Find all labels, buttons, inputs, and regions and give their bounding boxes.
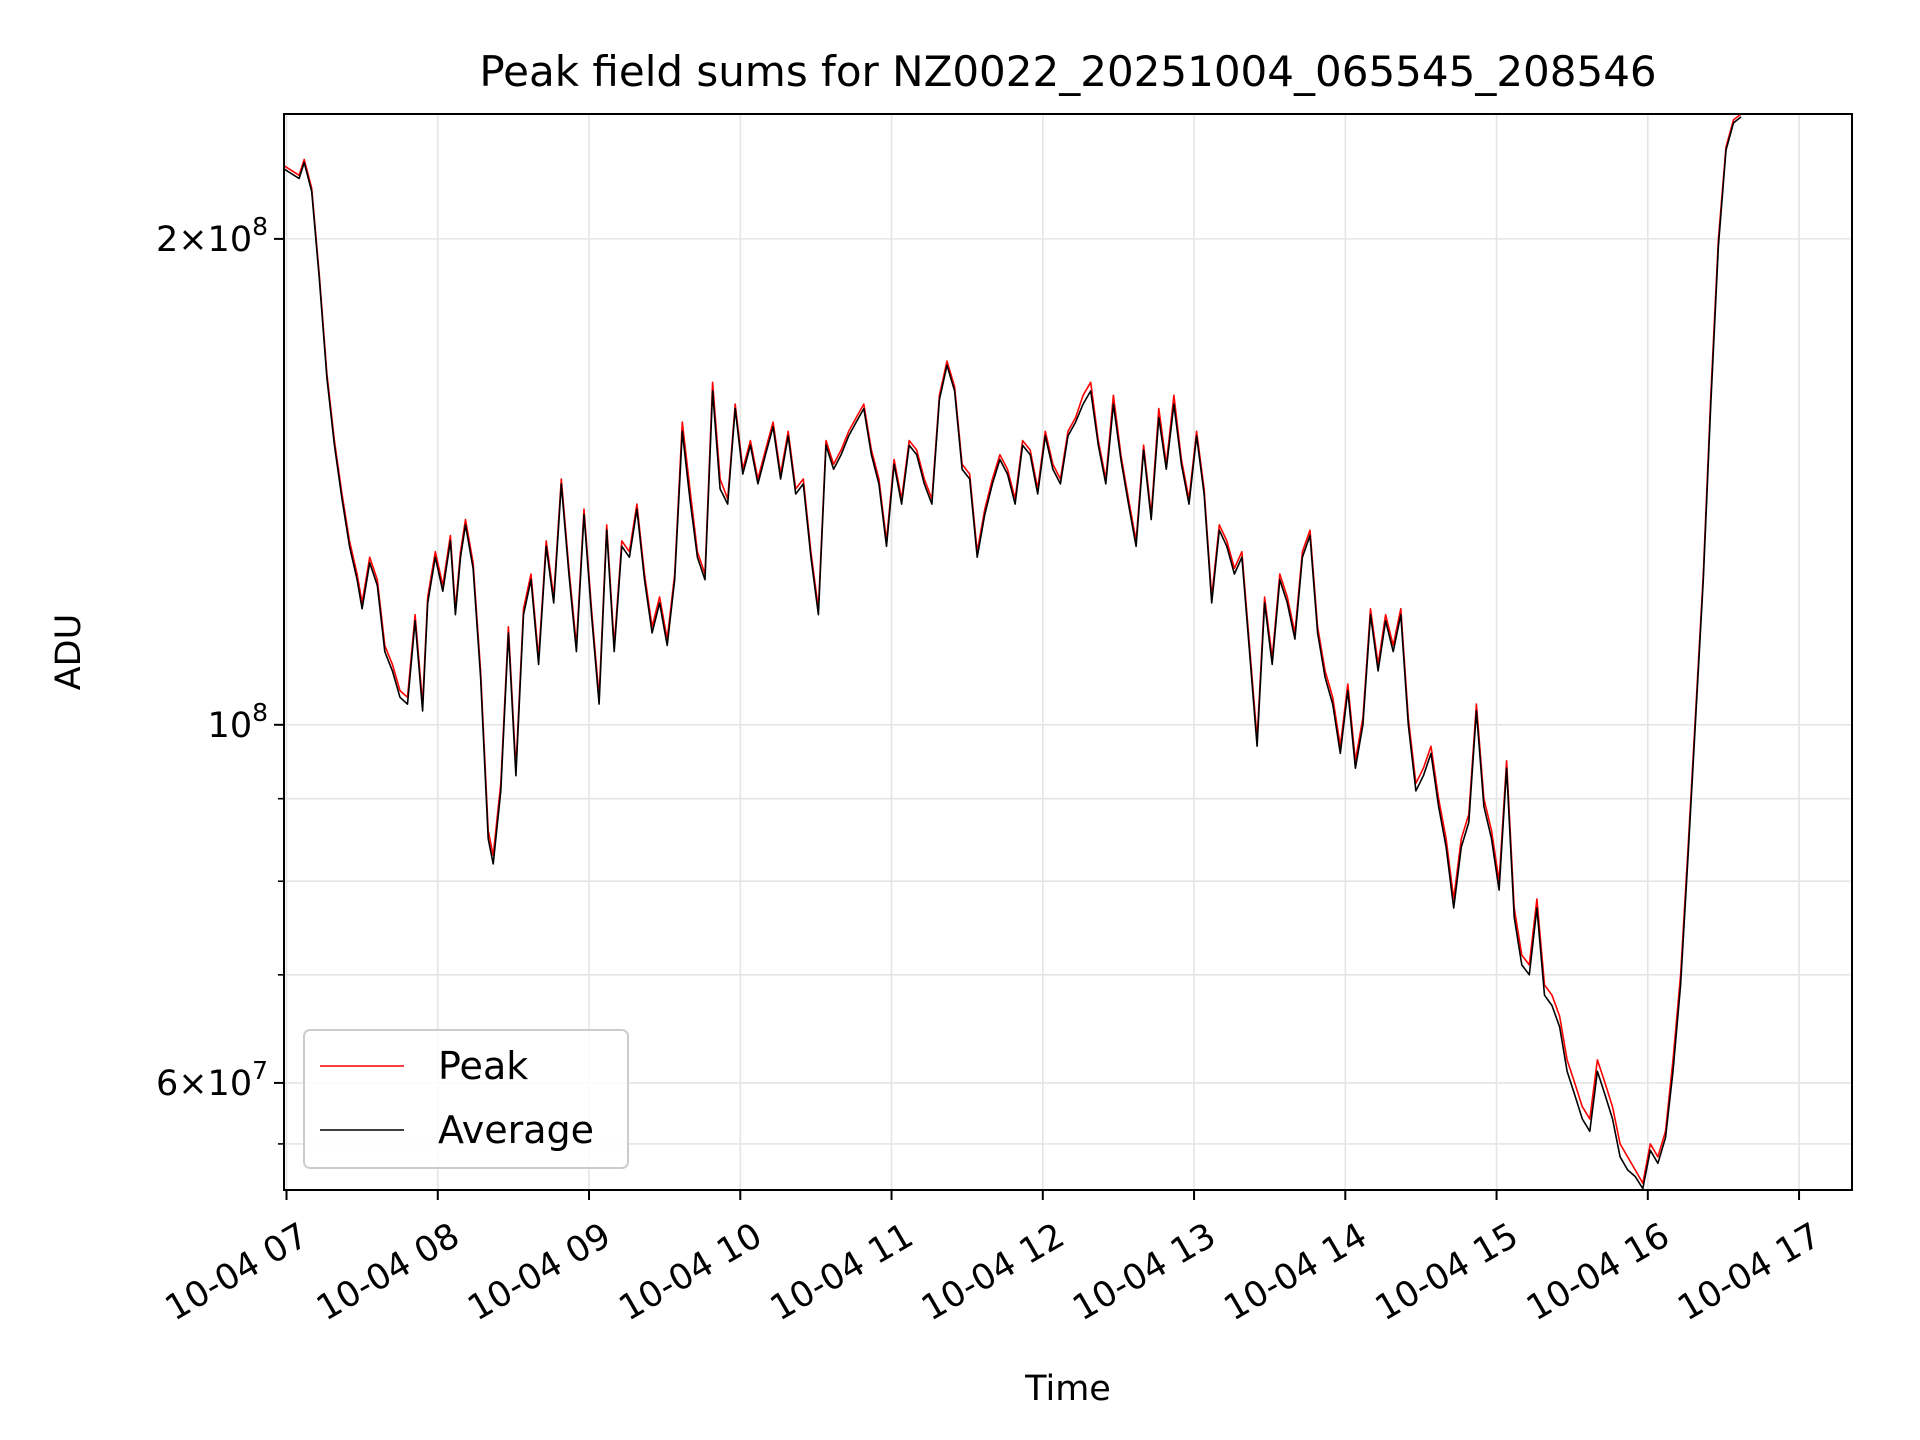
y-tick-label: 6×107 (156, 1056, 268, 1104)
y-axis: 6×107 108 2×108 (156, 212, 284, 1145)
plot-frame (283, 113, 1853, 1191)
legend-label-average: Average (438, 1108, 594, 1152)
legend-box (303, 1029, 629, 1169)
chart-title: Peak field sums for NZ0022_20251004_0655… (479, 47, 1656, 96)
series-lines (283, 113, 1742, 1190)
series-line-average (283, 116, 1742, 1190)
grid (284, 114, 1852, 1190)
x-axis-label: Time (1024, 1369, 1111, 1409)
legend-label-peak: Peak (438, 1044, 528, 1088)
y-tick-label: 108 (208, 698, 268, 746)
y-axis-label: ADU (49, 614, 89, 691)
y-tick-label: 2×108 (156, 212, 268, 260)
legend: Peak Average (303, 1029, 629, 1169)
